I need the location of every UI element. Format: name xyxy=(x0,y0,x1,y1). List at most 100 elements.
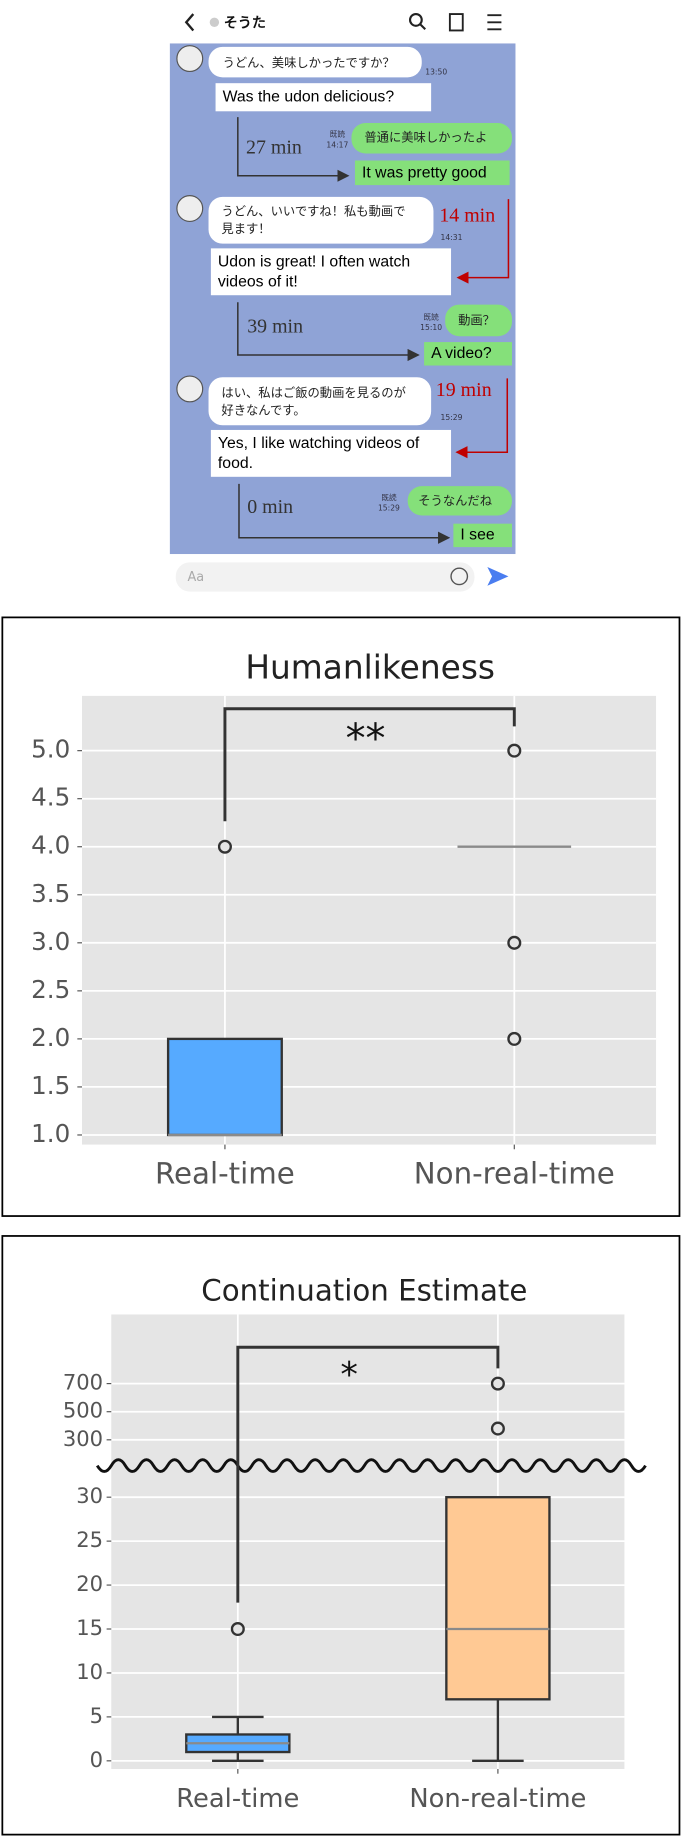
outlier xyxy=(507,743,522,758)
delay-label: 19 min xyxy=(436,379,492,401)
significance-bracket xyxy=(236,1345,500,1603)
significance-label: ** xyxy=(346,716,386,762)
incoming-bubble xyxy=(208,46,422,78)
x-tick-label: Non-real-time xyxy=(414,1157,615,1191)
read-receipt: 既読 xyxy=(424,311,440,321)
message-text: そうなんだね xyxy=(418,494,492,508)
message-input[interactable] xyxy=(175,562,475,592)
translation-box xyxy=(215,83,432,112)
message-text: うどん、いいですね！私も動画で xyxy=(221,205,405,219)
outgoing-bubble xyxy=(445,304,512,337)
translation-text: food. xyxy=(218,455,253,472)
translation-box xyxy=(210,248,452,296)
message-text: 見ます！ xyxy=(221,222,270,236)
outlier xyxy=(507,935,522,950)
outgoing-bubble xyxy=(407,486,512,516)
translation-text: Was the udon delicious? xyxy=(223,88,395,105)
y-tick-label: 300 xyxy=(63,1426,103,1451)
notes-icon[interactable] xyxy=(448,13,464,32)
chart-title: Humanlikeness xyxy=(245,648,495,686)
header-avatar xyxy=(209,17,220,27)
y-tick-label: 3.0 xyxy=(31,927,70,956)
delay-label: 14 min xyxy=(439,204,495,226)
x-tick-label: Real-time xyxy=(155,1157,295,1191)
delay-label: 0 min xyxy=(247,496,293,518)
avatar xyxy=(176,375,204,403)
avatar xyxy=(176,45,204,73)
chat-header xyxy=(169,0,516,44)
delay-arrow xyxy=(456,199,510,284)
header-name: そうた xyxy=(224,15,266,31)
delay-label: 39 min xyxy=(247,316,303,338)
menu-icon[interactable] xyxy=(487,14,502,31)
read-receipt: 既読 xyxy=(381,492,397,502)
incoming-bubble xyxy=(208,196,434,244)
y-tick-label: 1.5 xyxy=(31,1071,70,1100)
significance-bracket xyxy=(223,707,516,822)
box xyxy=(445,1496,551,1701)
chat-background xyxy=(169,43,516,555)
y-tick-label: 25 xyxy=(76,1527,103,1552)
outlier xyxy=(217,839,232,854)
message-time: 14:17 xyxy=(326,140,348,149)
y-tick-label: 500 xyxy=(63,1398,103,1423)
chat-screenshot: そうた うどん、美味しかったですか？ 13:50 Was the udon de… xyxy=(169,0,516,600)
outlier xyxy=(490,1421,505,1436)
delay-label: 27 min xyxy=(246,136,302,158)
translation-box xyxy=(453,523,512,548)
input-placeholder: Aa xyxy=(187,570,204,585)
outlier xyxy=(230,1621,245,1637)
y-tick-label: 3.5 xyxy=(31,879,70,908)
search-icon[interactable] xyxy=(408,13,427,31)
message-time: 15:10 xyxy=(420,323,442,332)
translation-text: I see xyxy=(460,527,494,544)
back-button[interactable] xyxy=(184,13,195,32)
message-time: 14:31 xyxy=(440,233,462,242)
message-time: 13:50 xyxy=(425,68,447,77)
send-button[interactable] xyxy=(487,567,509,586)
y-tick-label: 5 xyxy=(90,1703,103,1728)
delay-arrow xyxy=(237,117,350,182)
y-tick-label: 2.0 xyxy=(31,1023,70,1052)
translation-text: Yes, I like watching videos of xyxy=(218,435,420,452)
y-tick-label: 4.5 xyxy=(31,783,70,812)
translation-text: Udon is great! I often watch xyxy=(218,254,410,271)
delay-arrow xyxy=(238,483,451,544)
message-time: 15:29 xyxy=(378,503,400,512)
translation-box xyxy=(210,429,452,477)
message-text: 好きなんです。 xyxy=(221,404,305,418)
y-tick-label: 2.5 xyxy=(31,975,70,1004)
y-tick-label: 1.0 xyxy=(31,1119,70,1148)
outlier xyxy=(507,1031,522,1046)
incoming-bubble xyxy=(208,377,432,426)
y-tick-label: 5.0 xyxy=(31,735,70,764)
translation-text: videos of it! xyxy=(218,274,298,291)
significance-label: * xyxy=(340,1355,358,1396)
y-tick-label: 20 xyxy=(76,1571,103,1596)
y-tick-label: 30 xyxy=(76,1483,103,1508)
message-time: 15:29 xyxy=(440,413,462,422)
delay-arrow xyxy=(455,378,509,459)
search-circle xyxy=(408,13,423,27)
avatar xyxy=(176,195,204,223)
axis-break xyxy=(95,1458,647,1473)
translation-text: A video? xyxy=(431,345,492,362)
read-receipt: 既読 xyxy=(330,129,346,139)
y-tick-label: 700 xyxy=(63,1370,103,1395)
outgoing-bubble xyxy=(351,123,512,154)
message-text: うどん、美味しかったですか？ xyxy=(223,56,395,70)
y-tick-label: 4.0 xyxy=(31,831,70,860)
translation-box xyxy=(354,160,510,186)
delay-arrow xyxy=(237,302,420,362)
message-text: はい、私はご飯の動画を見るのが xyxy=(221,385,405,400)
chart-title: Continuation Estimate xyxy=(201,1274,527,1308)
emoji-button[interactable] xyxy=(450,567,469,586)
y-tick-label: 15 xyxy=(76,1615,103,1640)
translation-text: It was pretty good xyxy=(362,165,487,182)
message-text: 動画？ xyxy=(458,313,495,327)
y-tick-label: 10 xyxy=(76,1659,103,1684)
message-text: 普通に美味しかったよ xyxy=(364,131,487,145)
translation-box xyxy=(424,342,512,366)
